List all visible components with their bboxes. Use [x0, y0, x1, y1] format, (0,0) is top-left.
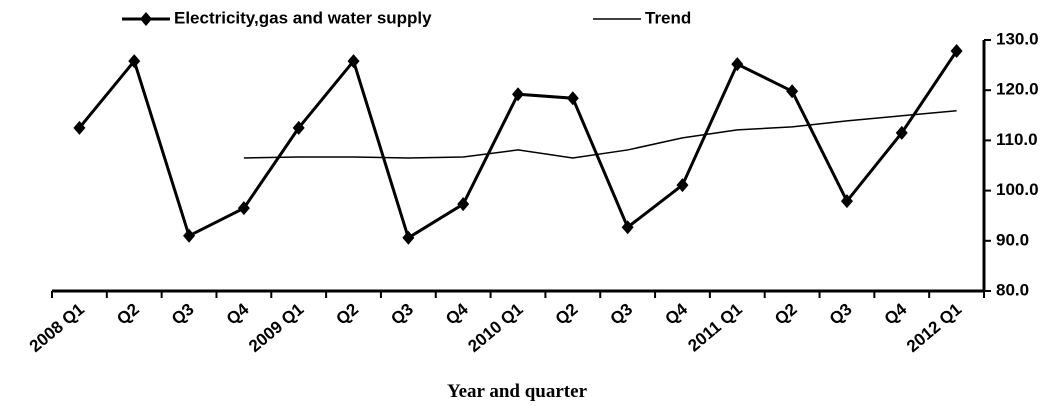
x-tick-label: Q3 — [168, 300, 198, 329]
data-point — [457, 197, 470, 212]
x-tick-label: 2012 Q1 — [903, 300, 965, 356]
x-tick-label: Q2 — [771, 300, 801, 329]
x-tick-label: Q4 — [442, 299, 472, 328]
data-point — [237, 201, 250, 216]
data-point — [950, 44, 963, 59]
y-tick-label: 130.0 — [996, 29, 1039, 48]
y-tick-label: 120.0 — [996, 80, 1039, 99]
series-line — [78, 50, 958, 241]
data-point — [566, 91, 579, 106]
x-tick-label: Q4 — [223, 299, 253, 328]
x-tick-label: Q4 — [661, 299, 691, 328]
y-tick-label: 80.0 — [996, 280, 1029, 299]
data-point — [128, 54, 141, 69]
x-tick-label: 2009 Q1 — [245, 300, 307, 356]
x-tick-label: Q2 — [333, 300, 363, 329]
data-point — [840, 194, 853, 209]
x-tick-label: Q3 — [387, 300, 417, 329]
data-point — [73, 120, 86, 135]
data-point — [347, 54, 360, 69]
legend-marker — [140, 12, 152, 26]
series-line — [243, 110, 957, 159]
y-tick-label: 90.0 — [996, 230, 1029, 249]
x-tick-label: Q2 — [552, 300, 582, 329]
data-point — [895, 125, 908, 140]
x-tick-label: 2011 Q1 — [684, 300, 745, 356]
legend-label: Electricity,gas and water supply — [174, 8, 432, 27]
x-tick-label: 2008 Q1 — [26, 300, 88, 356]
data-point — [621, 220, 634, 235]
data-point — [292, 120, 305, 135]
x-tick-label: Q3 — [826, 300, 856, 329]
x-tick-label: Q3 — [607, 300, 637, 329]
data-point — [512, 87, 524, 102]
x-tick-label: Q4 — [881, 299, 911, 328]
data-point — [676, 178, 689, 193]
x-axis-title: Year and quarter — [447, 381, 588, 402]
data-point — [786, 84, 799, 99]
y-tick-label: 100.0 — [996, 180, 1039, 199]
data-point — [183, 228, 196, 243]
x-tick-label: Q2 — [113, 300, 143, 329]
data-point — [402, 230, 415, 245]
data-point — [731, 57, 744, 72]
x-tick-label: 2010 Q1 — [464, 300, 526, 356]
y-tick-label: 110.0 — [996, 130, 1038, 149]
legend-label: Trend — [645, 8, 691, 27]
